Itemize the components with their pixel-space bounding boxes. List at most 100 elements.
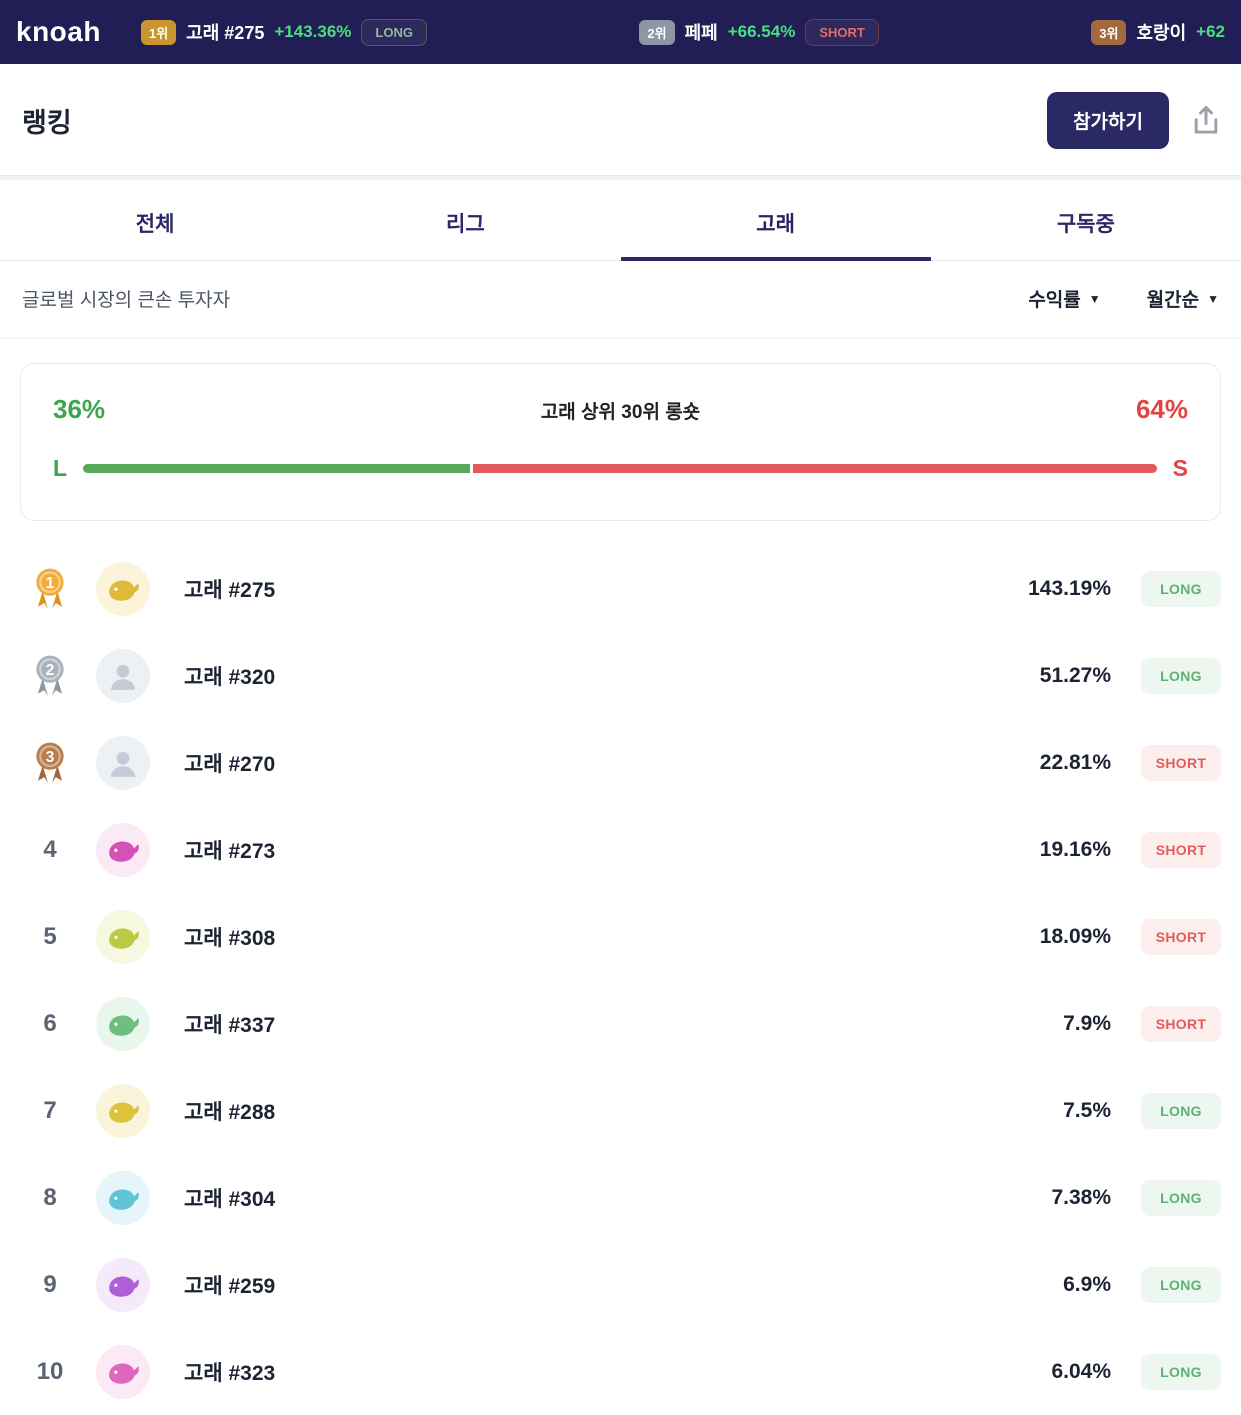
- ranking-row-8[interactable]: 8 고래 #304 7.38% LONG: [0, 1154, 1241, 1241]
- chevron-down-icon: ▼: [1088, 291, 1101, 306]
- ranking-row-1[interactable]: 1 고래 #275 143.19% LONG: [0, 545, 1241, 632]
- rank-number: 4: [43, 835, 57, 863]
- ranking-row-5[interactable]: 5 고래 #308 18.09% SHORT: [0, 893, 1241, 980]
- share-button[interactable]: [1191, 105, 1221, 137]
- ranking-row-4[interactable]: 4 고래 #273 19.16% SHORT: [0, 806, 1241, 893]
- whale-icon: [109, 1276, 139, 1297]
- page-title: 랭킹: [22, 108, 72, 138]
- share-icon: [1194, 105, 1218, 134]
- svg-text:2: 2: [46, 661, 55, 678]
- trader-name: 고래 #259: [184, 1274, 276, 1298]
- ticker-side-badge: LONG: [361, 18, 427, 46]
- rank-number: 8: [43, 1183, 57, 1211]
- long-bar-segment: [83, 464, 470, 473]
- rank-number: 10: [36, 1357, 64, 1385]
- join-button[interactable]: 참가하기: [1047, 92, 1169, 149]
- avatar: [96, 1083, 150, 1138]
- trader-return: 51.27%: [1039, 663, 1111, 687]
- whale-icon: [109, 580, 139, 601]
- avatar: [96, 909, 150, 964]
- trader-name: 고래 #275: [184, 578, 276, 602]
- tab-all[interactable]: 전체: [135, 213, 175, 236]
- avatar: [96, 1257, 150, 1312]
- ranking-list: 1 고래 #275 143.19% LONG 2 고래 #320 51.27% …: [0, 531, 1241, 1415]
- rank-1-badge: 1위: [140, 19, 177, 45]
- position-side-badge: LONG: [1141, 1179, 1221, 1216]
- avatar: [96, 648, 150, 703]
- position-side-badge: SHORT: [1141, 831, 1221, 868]
- ticker-item-1[interactable]: 1위 고래 #275 +143.36% LONG: [140, 18, 427, 46]
- trader-return: 7.9%: [1063, 1011, 1111, 1035]
- ticker-change: +62: [1196, 22, 1225, 41]
- avatar: [96, 996, 150, 1051]
- ticker-side-badge: SHORT: [805, 18, 879, 46]
- trader-return: 143.19%: [1028, 576, 1111, 600]
- chevron-down-icon: ▼: [1207, 291, 1219, 306]
- trader-name: 고래 #270: [184, 752, 276, 776]
- avatar: [96, 1344, 150, 1399]
- list-description: 글로벌 시장의 큰손 투자자: [22, 290, 231, 311]
- whale-icon: [109, 841, 139, 862]
- trader-return: 22.81%: [1039, 750, 1111, 774]
- avatar: [96, 735, 150, 790]
- long-short-bar: [83, 464, 1157, 473]
- avatar: [96, 1170, 150, 1225]
- brand-logo: knoah: [16, 16, 101, 47]
- ranking-row-7[interactable]: 7 고래 #288 7.5% LONG: [0, 1067, 1241, 1154]
- whale-icon: [109, 928, 139, 949]
- whale-icon: [109, 1015, 139, 1036]
- tab-league[interactable]: 리그: [446, 213, 485, 236]
- rank-number: 5: [43, 922, 57, 950]
- person-icon: [110, 664, 136, 690]
- position-side-badge: SHORT: [1141, 918, 1221, 955]
- position-side-badge: LONG: [1141, 657, 1221, 694]
- leaders-ticker: 1위 고래 #275 +143.36% LONG 2위 페페 +66.54% S…: [140, 18, 1225, 46]
- position-side-badge: LONG: [1141, 1266, 1221, 1303]
- header-divider: [0, 175, 1241, 180]
- ticker-item-2[interactable]: 2위 페페 +66.54% SHORT: [639, 18, 879, 46]
- rank-number: 7: [43, 1096, 57, 1124]
- whale-icon: [109, 1189, 139, 1210]
- tab-whale[interactable]: 고래: [620, 188, 932, 261]
- ranking-row-10[interactable]: 10 고래 #323 6.04% LONG: [0, 1328, 1241, 1415]
- gauge-short-label: S: [1172, 455, 1188, 481]
- avatar: [96, 561, 150, 616]
- ranking-row-9[interactable]: 9 고래 #259 6.9% LONG: [0, 1241, 1241, 1328]
- ticker-name: 고래 #275: [186, 23, 265, 43]
- ticker-name: 페페: [684, 23, 718, 43]
- sort-period-dropdown[interactable]: 월간순 ▼: [1147, 285, 1219, 312]
- ranking-row-6[interactable]: 6 고래 #337 7.9% SHORT: [0, 980, 1241, 1067]
- trader-name: 고래 #323: [184, 1361, 276, 1385]
- whale-icon: [109, 1363, 139, 1384]
- trader-return: 6.04%: [1051, 1359, 1111, 1383]
- trader-name: 고래 #273: [184, 839, 276, 863]
- gauge-long-label: L: [53, 455, 68, 481]
- gauge-short-percent: 64%: [1135, 394, 1188, 424]
- rank-3-badge: 3위: [1091, 19, 1127, 45]
- svg-text:3: 3: [46, 748, 55, 765]
- list-subheader: 글로벌 시장의 큰손 투자자 수익률 ▼ 월간순 ▼: [0, 261, 1241, 339]
- ticker-item-3[interactable]: 3위 호랑이 +62: [1091, 19, 1225, 45]
- whale-icon: [109, 1102, 139, 1123]
- avatar: [96, 822, 150, 877]
- ticker-name: 호랑이: [1136, 23, 1187, 43]
- top-ticker-bar: knoah 1위 고래 #275 +143.36% LONG 2위 페페 +66…: [0, 0, 1241, 64]
- bronze-medal-icon: 3: [36, 742, 64, 783]
- ranking-row-2[interactable]: 2 고래 #320 51.27% LONG: [0, 632, 1241, 719]
- position-side-badge: SHORT: [1141, 744, 1221, 781]
- ticker-change: +143.36%: [274, 22, 352, 41]
- position-side-badge: LONG: [1141, 570, 1221, 607]
- rank-number: 9: [43, 1270, 57, 1298]
- trader-return: 6.9%: [1063, 1272, 1111, 1296]
- ranking-row-3[interactable]: 3 고래 #270 22.81% SHORT: [0, 719, 1241, 806]
- silver-medal-icon: 2: [36, 655, 64, 696]
- rank-2-badge: 2위: [639, 19, 675, 45]
- position-side-badge: SHORT: [1141, 1005, 1221, 1042]
- trader-name: 고래 #288: [184, 1100, 276, 1124]
- short-bar-segment: [472, 464, 1157, 473]
- gold-medal-icon: 1: [36, 568, 64, 609]
- trader-return: 7.5%: [1063, 1098, 1111, 1122]
- sort-return-dropdown[interactable]: 수익률 ▼: [1028, 285, 1100, 312]
- tab-subscribed[interactable]: 구독중: [1056, 213, 1115, 236]
- page-header: 랭킹 참가하기: [0, 64, 1241, 175]
